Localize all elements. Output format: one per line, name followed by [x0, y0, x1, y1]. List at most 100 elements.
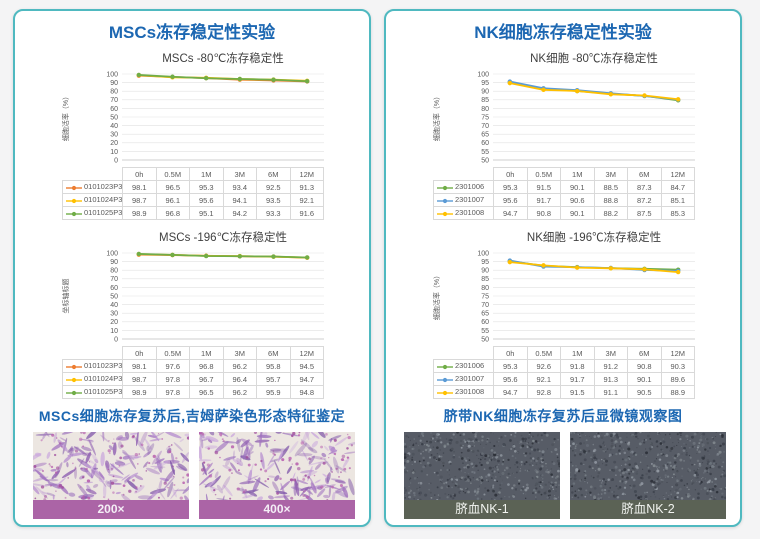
value-cell: 94.7: [289, 372, 324, 386]
legend-marker-icon: [66, 364, 82, 369]
table-row: 0101023P3 98.1 96.5 95.3 93.4 92.5 91.3: [62, 180, 324, 194]
svg-text:80: 80: [110, 268, 118, 275]
svg-text:70: 70: [110, 97, 118, 104]
table-row: 2301006 95.3 91.5 90.1 88.5 87.3 84.7: [433, 180, 695, 194]
table-row: 0101025P3 98.9 96.8 95.1 94.2 93.3 91.6: [62, 206, 324, 220]
value-cell: 90.1: [560, 180, 595, 194]
value-cell: 96.5: [155, 180, 190, 194]
svg-text:90: 90: [110, 80, 118, 87]
column-header-cell: 1M: [189, 167, 224, 181]
svg-text:70: 70: [481, 302, 489, 309]
series-name: 2301006: [455, 182, 485, 192]
svg-text:10: 10: [110, 149, 118, 156]
value-cell: 96.8: [189, 359, 224, 373]
svg-text:10: 10: [110, 328, 118, 335]
column-header-cell: 0.5M: [526, 167, 561, 181]
value-cell: 91.3: [289, 180, 324, 194]
svg-text:100: 100: [477, 71, 489, 78]
value-cell: 93.5: [256, 193, 291, 207]
value-cell: 94.7: [493, 385, 528, 399]
data-table-mscs-196: 0h 0.5M 1M 3M 6M 12M 0101023P3 98.1 97.6 96.8 96.2…: [62, 346, 324, 399]
svg-text:100: 100: [106, 71, 118, 78]
legend-key-cell: 2301008: [433, 206, 494, 220]
section-caption-giemsa: MSCs细胞冻存复苏后,吉姆萨染色形态特征鉴定: [38, 408, 346, 424]
value-cell: 97.6: [155, 359, 190, 373]
value-cell: 92.1: [526, 372, 561, 386]
legend-key-cell: 2301007: [433, 372, 494, 386]
column-header-cell: 0h: [122, 167, 157, 181]
chart-title-nk-196: NK细胞 -196℃冻存稳定性: [526, 232, 662, 244]
chart-block-nk-196: NK细胞 -196℃冻存稳定性 100 95 90 85 80 75 70 65 60 55 50 细…: [386, 230, 740, 399]
value-cell: 96.5: [189, 385, 224, 399]
micrograph-nk-2: 脐血NK-2: [570, 432, 726, 519]
svg-text:100: 100: [477, 250, 489, 257]
svg-text:细胞活率（%）: 细胞活率（%）: [61, 93, 70, 141]
column-header-cell: 0.5M: [526, 346, 561, 360]
table-corner: [63, 168, 123, 181]
table-row: 2301006 95.3 92.6 91.8 91.2 90.8 90.3: [433, 359, 695, 373]
value-cell: 93.4: [222, 180, 257, 194]
chart-block-mscs-80: MSCs -80℃冻存稳定性 100 90 80 70 60 50 40 30 20 10 0 细胞活…: [15, 51, 369, 220]
table-row: 2301008 94.7 92.8 91.5 91.1 90.5 88.9: [433, 385, 695, 399]
value-cell: 95.7: [256, 372, 291, 386]
legend-marker-icon: [66, 390, 82, 395]
column-header-cell: 12M: [289, 167, 324, 181]
legend-key-cell: 0101023P3: [62, 180, 123, 194]
column-header-cell: 3M: [593, 167, 628, 181]
table-row: 2301008 94.7 90.8 90.1 88.2 87.5 85.3: [433, 206, 695, 220]
panel-title-mscs: MSCs冻存稳定性实验: [108, 23, 276, 42]
value-cell: 91.1: [593, 385, 628, 399]
value-cell: 93.3: [256, 206, 291, 220]
value-cell: 91.5: [526, 180, 561, 194]
value-cell: 91.5: [560, 385, 595, 399]
legend-marker-icon: [437, 211, 453, 216]
value-cell: 96.7: [189, 372, 224, 386]
legend-marker-icon: [66, 211, 82, 216]
value-cell: 98.7: [122, 193, 157, 207]
legend-key-cell: 0101025P3: [62, 385, 123, 399]
value-cell: 91.3: [593, 372, 628, 386]
svg-text:85: 85: [481, 97, 489, 104]
chart-block-mscs-196: MSCs -196℃冻存稳定性 100 90 80 70 60 50 40 30 20 10 0 坐标…: [15, 230, 369, 399]
value-cell: 90.5: [627, 385, 662, 399]
series-name: 0101023P3: [84, 182, 123, 192]
svg-text:70: 70: [481, 123, 489, 130]
micrograph-image-nk-1: [404, 432, 560, 500]
legend-marker-icon: [66, 198, 82, 203]
micrograph-label-nk-2: 脐血NK-2: [570, 500, 726, 519]
column-header-cell: 0h: [122, 346, 157, 360]
series-name: 0101025P3: [84, 208, 123, 218]
svg-text:坐标轴标题: 坐标轴标题: [61, 279, 70, 314]
svg-text:90: 90: [481, 268, 489, 275]
chart-title-mscs-196: MSCs -196℃冻存稳定性: [159, 232, 287, 244]
value-cell: 90.3: [660, 359, 695, 373]
value-cell: 91.2: [593, 359, 628, 373]
column-header-cell: 6M: [627, 346, 662, 360]
value-cell: 96.2: [222, 359, 257, 373]
svg-text:细胞活率（%）: 细胞活率（%）: [432, 272, 441, 320]
svg-text:50: 50: [481, 336, 489, 343]
value-cell: 90.1: [627, 372, 662, 386]
svg-text:80: 80: [481, 106, 489, 113]
svg-text:90: 90: [110, 259, 118, 266]
value-cell: 95.3: [493, 359, 528, 373]
value-cell: 91.7: [526, 193, 561, 207]
value-cell: 87.3: [627, 180, 662, 194]
series-name: 2301007: [455, 374, 485, 384]
table-row: 0101023P3 98.1 97.6 96.8 96.2 95.8 94.5: [62, 359, 324, 373]
value-cell: 90.1: [560, 206, 595, 220]
table-corner: [434, 347, 494, 360]
svg-text:55: 55: [481, 328, 489, 335]
series-name: 2301008: [455, 387, 485, 397]
svg-text:95: 95: [481, 80, 489, 87]
series-name: 2301006: [455, 361, 485, 371]
value-cell: 94.5: [289, 359, 324, 373]
column-header-cell: 6M: [256, 346, 291, 360]
legend-marker-icon: [437, 390, 453, 395]
series-name: 0101024P3: [84, 374, 123, 384]
value-cell: 90.8: [627, 359, 662, 373]
micrograph-label-400x: 400×: [199, 500, 355, 519]
